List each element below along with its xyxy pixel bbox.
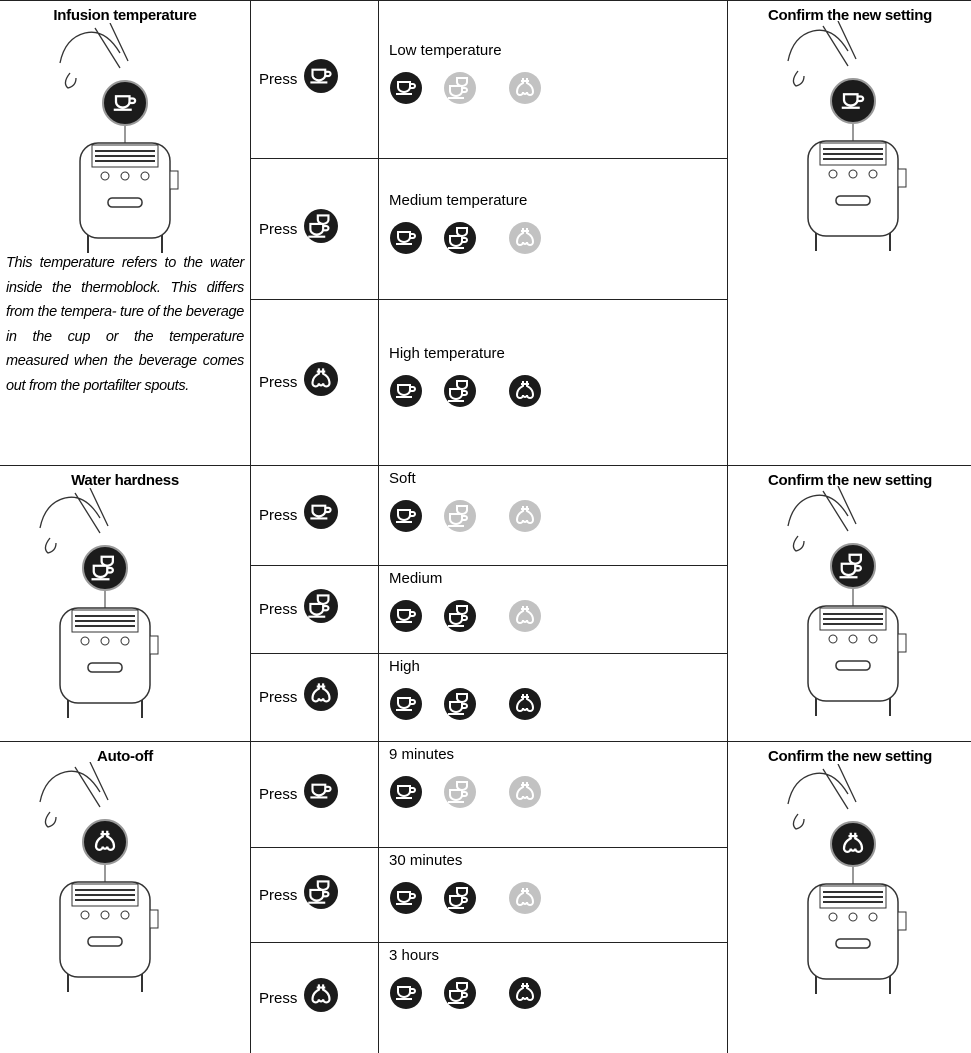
option-cell: 3 hours [378, 942, 727, 1053]
indicator-light [390, 776, 422, 808]
confirm-title: Confirm the new setting [768, 748, 932, 765]
press-text: Press [259, 689, 298, 706]
press-cell: Press [250, 299, 378, 465]
indicator-light [509, 500, 541, 532]
option-label: 30 minutes [389, 852, 463, 869]
button-icon [304, 774, 338, 808]
press-cell: Press [250, 565, 378, 653]
option-label: Soft [389, 470, 416, 487]
indicator-light [509, 600, 541, 632]
confirm-cell: Confirm the new setting [727, 465, 971, 741]
button-icon [304, 589, 338, 623]
indicator-light [390, 375, 422, 407]
option-cell: High [378, 653, 727, 741]
indicator-light [509, 375, 541, 407]
option-cell: 30 minutes [378, 847, 727, 942]
indicator-light [509, 882, 541, 914]
button-icon [304, 874, 338, 909]
option-cell: Medium temperature [378, 158, 727, 299]
button-icon [304, 362, 338, 396]
press-text: Press [259, 786, 298, 803]
machine-illustration [787, 21, 907, 251]
setting-title: Infusion temperature [53, 7, 197, 24]
confirm-cell: Confirm the new setting [727, 0, 971, 465]
press-cell: Press [250, 465, 378, 565]
option-label: 9 minutes [389, 746, 455, 763]
press-text: Press [259, 886, 298, 904]
press-text: Press [259, 71, 298, 88]
indicator-light [390, 977, 422, 1009]
option-cell: Soft [378, 465, 727, 565]
button-icon [304, 208, 338, 243]
machine-illustration [39, 762, 159, 992]
setting-cell: Auto-off [0, 741, 250, 1053]
press-cell: Press [250, 158, 378, 299]
option-label: 3 hours [389, 947, 440, 964]
machine-illustration [59, 23, 179, 253]
press-cell: Press [250, 942, 378, 1053]
indicator-light [390, 688, 422, 720]
option-cell: 9 minutes [378, 741, 727, 847]
indicator-light [390, 221, 422, 254]
indicator-light [390, 600, 422, 632]
press-text: Press [259, 220, 298, 238]
setting-title: Water hardness [71, 472, 179, 489]
indicator-light [444, 221, 476, 254]
indicator-light [444, 882, 476, 914]
indicator-light [509, 688, 541, 720]
press-cell: Press [250, 653, 378, 741]
option-label: Low temperature [389, 42, 502, 59]
press-text: Press [259, 374, 298, 391]
indicator-light [444, 776, 476, 808]
press-text: Press [259, 990, 298, 1007]
indicator-light [444, 500, 476, 532]
press-cell: Press [250, 847, 378, 942]
button-icon [304, 978, 338, 1012]
indicator-light [444, 600, 476, 632]
option-label: High [389, 658, 420, 675]
indicator-light [509, 776, 541, 808]
press-cell: Press [250, 741, 378, 847]
option-label: High temperature [389, 345, 505, 362]
indicator-light [444, 72, 476, 104]
option-label: Medium temperature [389, 191, 528, 209]
indicator-light [390, 500, 422, 532]
setting-cell: Water hardness [0, 465, 250, 741]
indicator-light [509, 221, 541, 254]
button-icon [304, 59, 338, 93]
confirm-title: Confirm the new setting [768, 7, 932, 24]
indicator-light [390, 882, 422, 914]
button-icon [304, 495, 338, 529]
option-label: Medium [389, 570, 443, 587]
indicator-light [509, 977, 541, 1009]
indicator-light [444, 375, 476, 407]
press-text: Press [259, 507, 298, 524]
press-cell: Press [250, 0, 378, 158]
option-cell: Low temperature [378, 0, 727, 158]
indicator-light [444, 977, 476, 1009]
machine-illustration [787, 764, 907, 994]
machine-illustration [39, 488, 159, 718]
indicator-light [390, 72, 422, 104]
confirm-title: Confirm the new setting [768, 472, 932, 489]
press-text: Press [259, 601, 298, 618]
option-cell: Medium [378, 565, 727, 653]
indicator-light [509, 72, 541, 104]
indicator-light [444, 688, 476, 720]
setting-note: This temperature refers to the water ins… [6, 255, 244, 394]
option-cell: High temperature [378, 299, 727, 465]
confirm-cell: Confirm the new setting [727, 741, 971, 1053]
button-icon [304, 677, 338, 711]
setting-cell: Infusion temperature This temperature ref… [0, 0, 250, 465]
setting-title: Auto-off [97, 748, 153, 765]
machine-illustration [787, 486, 907, 716]
